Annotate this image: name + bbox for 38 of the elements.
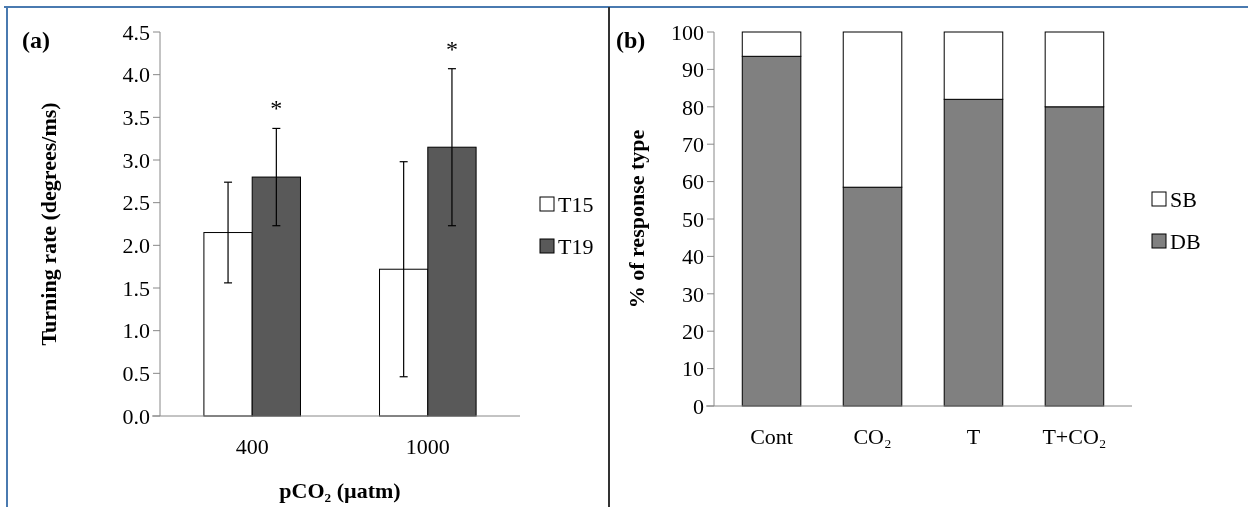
y-tick-label: 4.5 xyxy=(122,19,150,45)
y-tick-label: 0.5 xyxy=(122,361,150,387)
y-tick-label: 70 xyxy=(682,131,704,157)
y-tick-label: 4.0 xyxy=(122,62,150,88)
annotation: * xyxy=(445,35,458,62)
chart-title: (a) xyxy=(22,27,50,53)
y-tick-label: 20 xyxy=(682,318,704,344)
y-tick-label: 100 xyxy=(671,19,704,45)
y-axis-title: Turning rate (degrees/ms) xyxy=(36,102,61,346)
legend-label: DB xyxy=(1170,228,1201,254)
y-axis-title: % of response type xyxy=(624,129,649,309)
y-tick-label: 3.5 xyxy=(122,105,150,131)
legend-label: T19 xyxy=(558,233,594,259)
x-tick-label: T+CO₂ xyxy=(1042,424,1107,449)
y-tick-label: 30 xyxy=(682,281,704,307)
annotation: * xyxy=(270,95,283,122)
chart-title: (b) xyxy=(616,27,646,53)
x-tick-label: T xyxy=(966,424,981,449)
y-tick-label: 60 xyxy=(682,169,704,195)
y-tick-label: 2.5 xyxy=(122,190,150,216)
x-tick-label: Cont xyxy=(750,424,793,449)
y-tick-label: 40 xyxy=(682,244,704,270)
y-tick-label: 2.0 xyxy=(122,233,150,259)
y-tick-label: 50 xyxy=(682,206,704,232)
y-tick-label: 3.0 xyxy=(122,147,150,173)
x-tick-label: 1000 xyxy=(405,434,450,459)
x-axis-title: pCO₂ (µatm) xyxy=(279,478,401,503)
y-tick-label: 10 xyxy=(682,356,704,382)
y-tick-label: 80 xyxy=(682,94,704,120)
legend-label: T15 xyxy=(558,191,594,217)
y-tick-label: 1.0 xyxy=(122,318,150,344)
y-tick-label: 1.5 xyxy=(122,275,150,301)
y-tick-label: 0.0 xyxy=(122,403,150,429)
y-tick-label: 0 xyxy=(693,393,704,419)
x-tick-label: CO₂ xyxy=(853,424,892,449)
y-tick-label: 90 xyxy=(682,57,704,83)
legend-label: SB xyxy=(1170,186,1197,212)
x-tick-label: 400 xyxy=(235,434,269,459)
